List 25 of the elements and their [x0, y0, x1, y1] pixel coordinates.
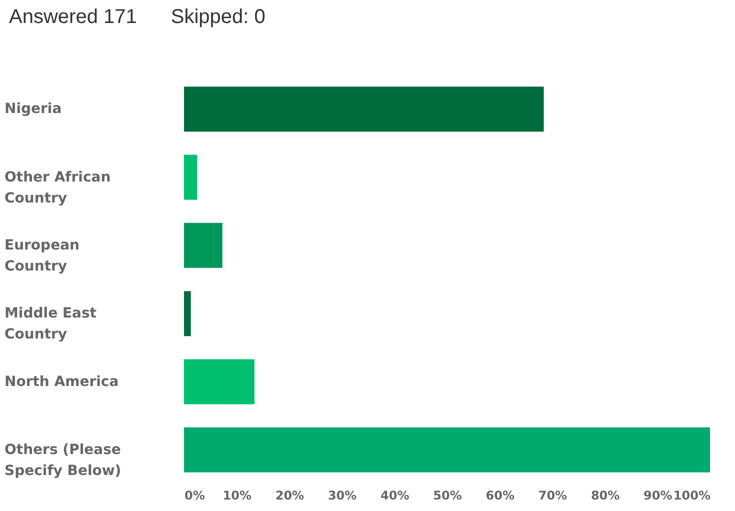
x-tick-label: 100% [673, 488, 710, 502]
x-tick-label: 80% [590, 488, 620, 502]
y-tick-label: Other African Country [4, 169, 111, 206]
bar [184, 222, 222, 268]
x-tick-label: 0% [184, 488, 205, 502]
bar [184, 359, 254, 404]
text: Answered 171 [9, 6, 137, 28]
y-tick-label: Others (Please Specify Below) [4, 442, 122, 479]
bar [184, 154, 198, 200]
y-tick-label: North America [4, 374, 119, 390]
x-tick-label: 10% [222, 488, 252, 502]
text: Skipped: 0 [170, 6, 266, 28]
x-tick-label: 50% [433, 488, 462, 502]
y-tick-label: European Country [4, 237, 80, 274]
y-tick-label: Middle East Country [4, 306, 97, 343]
y-tick-label: Nigeria [4, 101, 62, 118]
x-tick-label: 20% [275, 488, 304, 502]
x-tick-label: 60% [486, 488, 514, 502]
bar [184, 291, 191, 336]
x-tick-label: 70% [538, 488, 568, 502]
bar [184, 427, 710, 472]
bar [184, 86, 544, 132]
x-tick-label: 40% [380, 488, 410, 502]
x-tick-label: 30% [328, 488, 357, 502]
x-tick-label: 90% [644, 488, 672, 502]
